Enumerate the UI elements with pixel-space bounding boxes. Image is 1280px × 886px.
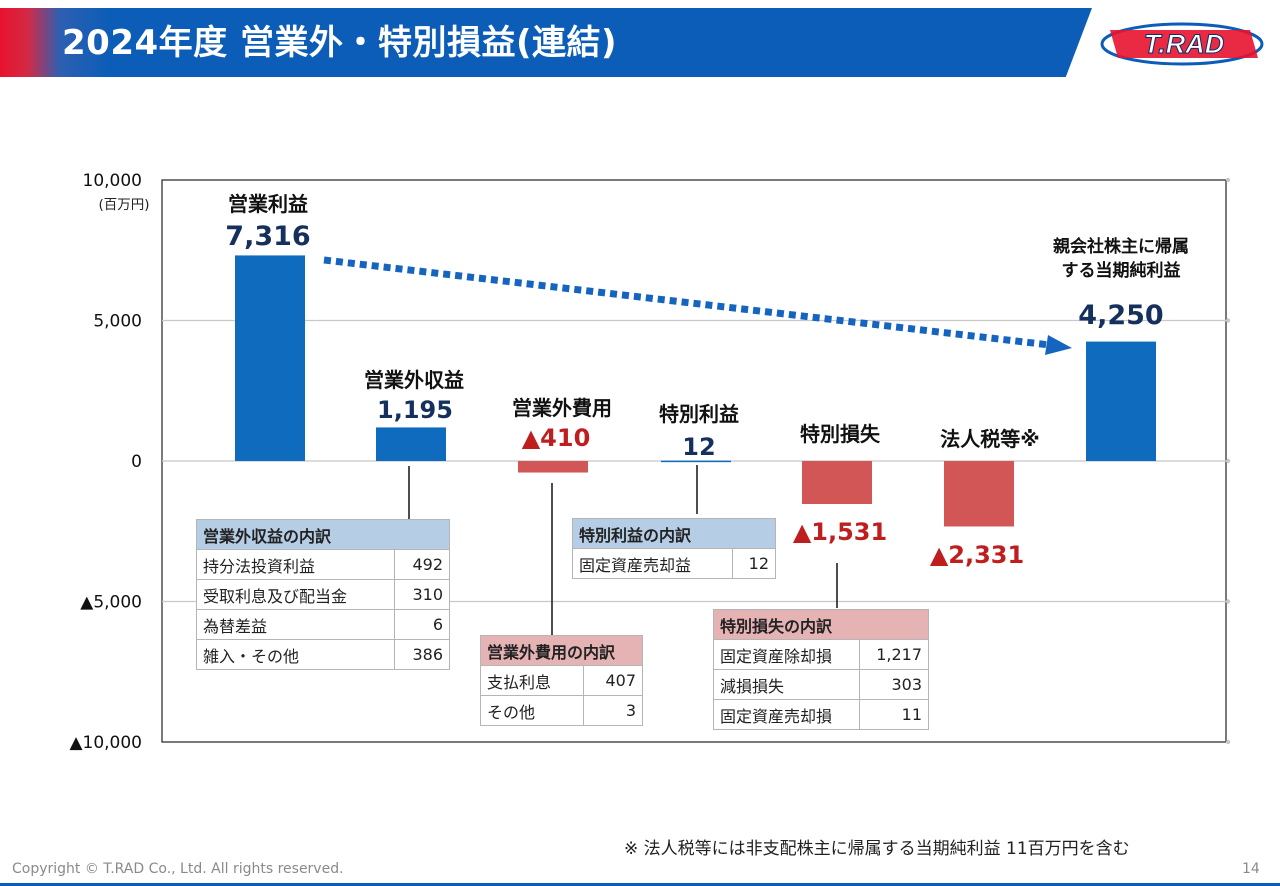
table-row: その他 3 (479, 695, 643, 726)
value-cell: 1,217 (859, 639, 929, 670)
y-tick-label: 5,000 (93, 312, 142, 332)
logo-slash (1110, 30, 1258, 58)
value-label: 1,195 (377, 396, 453, 424)
y-tick-label: ▲5,000 (80, 593, 142, 613)
trend-arrow-line (323, 256, 1051, 349)
item-cell: 支払利息 (479, 665, 585, 696)
bar (802, 461, 872, 505)
table-row: 支払利息 407 (479, 665, 643, 696)
y-unit-label: (百万円) (98, 197, 149, 213)
value-cell: 3 (583, 695, 643, 726)
table-row: 減損損失 303 (712, 669, 929, 700)
value-label: ▲1,531 (793, 518, 887, 546)
page-number: 14 (1242, 861, 1260, 877)
table-row: 為替差益 6 (195, 609, 450, 640)
non-op-expense-breakdown-title: 営業外費用の内訳 (480, 635, 643, 666)
value-cell: 492 (394, 549, 450, 580)
category-label: する当期純利益 (1062, 260, 1181, 281)
category-label: 営業外収益 (364, 368, 464, 392)
extra-income-breakdown-table: 特別利益の内訳 固定資産売却益 12 (571, 518, 776, 579)
item-cell: 固定資産除却損 (712, 639, 861, 670)
value-cell: 407 (583, 665, 643, 696)
item-cell: 受取利息及び配当金 (195, 579, 396, 610)
value-cell: 6 (394, 609, 450, 640)
grid-end-marker (1225, 318, 1231, 323)
bar (235, 255, 305, 461)
logo-text: T.RAD (1144, 29, 1225, 59)
table-row: 固定資産売却益 12 (571, 548, 776, 579)
non-op-income-breakdown-table: 営業外収益の内訳 持分法投資利益 492 受取利息及び配当金 310 為替差益 6 雑… (195, 519, 450, 670)
bar (376, 427, 446, 461)
grid-end-marker (1225, 177, 1231, 183)
extra-loss-breakdown-table: 特別損失の内訳 固定資産除却損 1,217 減損損失 303 固定資産売却損 11 (712, 609, 929, 730)
value-cell: 12 (732, 548, 776, 579)
item-cell: 雑入・その他 (195, 639, 396, 670)
value-cell: 386 (394, 639, 450, 670)
item-cell: 為替差益 (195, 609, 396, 640)
y-tick-label: 0 (131, 452, 142, 472)
header-band (0, 8, 1092, 77)
table-row: 持分法投資利益 492 (195, 549, 450, 580)
value-cell: 303 (859, 669, 929, 700)
category-label: 特別利益 (659, 402, 739, 426)
category-label: 親会社株主に帰属 (1053, 236, 1189, 257)
grid-end-marker (1225, 458, 1231, 464)
value-label: ▲2,331 (930, 541, 1024, 569)
bar (661, 460, 731, 463)
bottom-rule (0, 883, 1280, 886)
value-label: 12 (682, 433, 715, 461)
category-label: 特別損失 (800, 422, 881, 446)
trad-logo: T.RAD (1100, 22, 1264, 66)
value-label: 4,250 (1078, 300, 1163, 331)
category-label: 営業利益 (228, 192, 308, 216)
non-op-expense-breakdown-table: 営業外費用の内訳 支払利息 407 その他 3 (479, 635, 643, 726)
y-tick-label: ▲10,000 (69, 733, 142, 753)
footnote: ※ 法人税等には非支配株主に帰属する当期純利益 11百万円を含む (624, 839, 1130, 859)
bar (1086, 341, 1156, 461)
item-cell: 固定資産売却益 (571, 548, 734, 579)
value-cell: 11 (859, 699, 929, 730)
item-cell: その他 (479, 695, 585, 726)
item-cell: 持分法投資利益 (195, 549, 396, 580)
non-op-income-breakdown-title: 営業外収益の内訳 (196, 519, 450, 550)
value-label: ▲410 (522, 424, 591, 452)
table-row: 受取利息及び配当金 310 (195, 579, 450, 610)
item-cell: 固定資産売却損 (712, 699, 861, 730)
category-label: 営業外費用 (512, 396, 612, 420)
value-cell: 310 (394, 579, 450, 610)
bar (944, 461, 1014, 527)
table-row: 固定資産除却損 1,217 (712, 639, 929, 670)
item-cell: 減損損失 (712, 669, 861, 700)
trend-arrow-head (1045, 335, 1072, 355)
copyright: Copyright © T.RAD Co., Ltd. All rights r… (12, 861, 344, 877)
logo-ring (1100, 22, 1264, 66)
category-label: 法人税等※ (940, 427, 1039, 451)
page-title: 2024年度 営業外・特別損益(連結) (62, 23, 618, 63)
table-row: 雑入・その他 386 (195, 639, 450, 670)
extra-loss-breakdown-title: 特別損失の内訳 (713, 609, 929, 640)
grid-end-marker (1225, 599, 1231, 604)
y-tick-label: 10,000 (83, 171, 142, 191)
value-label: 7,316 (225, 221, 310, 252)
bar (518, 461, 588, 473)
grid-end-marker (1225, 739, 1231, 745)
table-row: 固定資産売却損 11 (712, 699, 929, 730)
extra-income-breakdown-title: 特別利益の内訳 (572, 518, 776, 549)
